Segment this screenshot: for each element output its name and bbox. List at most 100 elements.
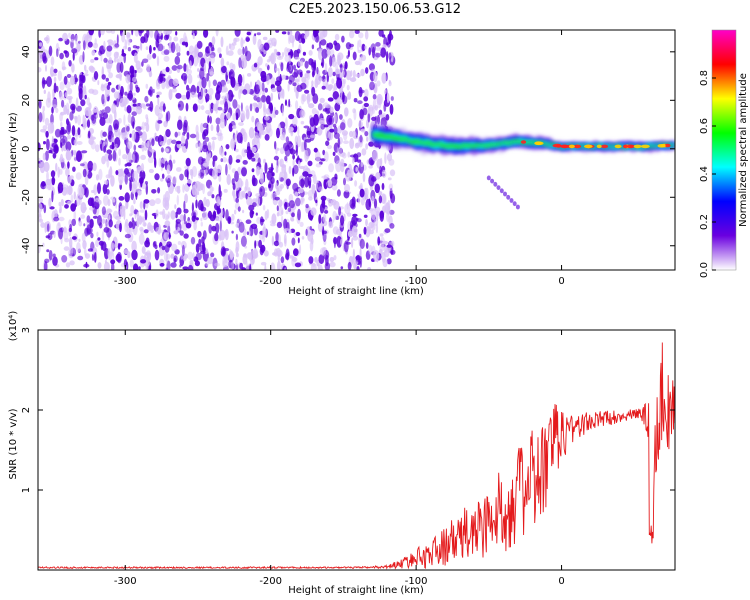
noise-speckle [171,65,178,71]
noise-speckle [231,213,235,221]
noise-speckle [176,185,181,189]
noise-speckle [175,219,178,231]
noise-speckle [57,222,61,227]
noise-speckle [141,141,145,152]
noise-speckle [294,135,299,146]
noise-speckle [355,142,361,147]
noise-speckle [129,213,133,217]
noise-speckle [46,54,51,59]
noise-speckle [286,64,291,73]
noise-speckle [140,36,146,44]
noise-speckle [240,37,244,49]
noise-speckle [276,221,283,229]
noise-speckle [42,52,47,63]
noise-speckle [224,101,229,113]
signal-hotspot [664,143,671,148]
signal-hotspot [555,144,562,148]
noise-speckle [324,151,329,163]
noise-speckle [71,106,76,114]
noise-speckle [340,215,345,226]
noise-speckle [334,33,340,41]
noise-speckle [146,30,150,39]
noise-speckle [147,106,153,111]
noise-speckle [45,235,51,239]
noise-speckle [282,131,286,139]
noise-speckle [212,79,218,87]
noise-speckle [93,71,99,80]
noise-speckle [251,115,255,123]
noise-speckle [232,125,237,130]
noise-speckle [273,106,277,119]
noise-speckle [207,87,214,96]
noise-speckle [82,51,85,63]
noise-speckle [125,74,131,84]
noise-speckle [78,238,81,242]
noise-speckle [129,80,133,93]
noise-speckle [285,210,289,215]
noise-speckle [276,147,280,151]
noise-speckle [336,77,343,89]
noise-speckle [274,190,281,196]
noise-speckle [283,228,290,231]
noise-speckle [68,60,72,67]
noise-speckle [310,262,317,270]
noise-speckle [208,79,211,88]
noise-speckle [327,97,334,102]
noise-speckle [53,231,56,238]
noise-speckle [294,262,302,268]
noise-speckle [132,103,137,107]
noise-speckle [276,76,283,83]
noise-speckle [240,235,247,247]
noise-speckle [69,186,72,195]
noise-speckle [369,81,375,91]
noise-speckle [107,251,113,261]
noise-speckle [340,266,344,270]
noise-speckle [140,259,147,264]
noise-speckle [135,126,142,132]
noise-speckle [270,92,274,101]
noise-speckle [256,32,261,36]
noise-speckle [43,204,47,214]
noise-speckle [38,99,42,109]
noise-speckle [101,109,105,115]
noise-speckle [232,113,237,121]
noise-speckle [336,189,341,197]
noise-speckle [38,49,44,55]
noise-speckle [132,45,137,49]
noise-speckle [388,33,392,45]
noise-speckle [187,125,190,132]
noise-speckle [215,222,220,234]
noise-speckle [384,152,387,164]
noise-speckle [38,112,43,123]
noise-speckle [60,121,63,128]
noise-speckle [191,211,197,218]
noise-speckle [352,51,357,61]
noise-speckle [200,105,205,111]
noise-speckle [129,259,134,268]
noise-speckle [118,148,122,156]
noise-speckle [238,57,242,69]
noise-speckle [71,48,78,54]
noise-speckle [326,114,333,126]
noise-speckle [75,34,78,45]
noise-speckle [203,62,206,73]
noise-speckle [112,150,117,162]
noise-speckle [97,80,100,86]
noise-speckle [343,240,349,253]
noise-speckle [315,151,321,163]
noise-speckle [311,107,317,115]
signal-hotspot [657,144,666,148]
noise-speckle [266,64,270,71]
noise-speckle [292,154,295,160]
noise-speckle [242,209,245,214]
noise-speckle [382,44,387,48]
snr-line-layer [38,342,675,570]
noise-speckle [127,113,132,123]
noise-speckle [180,254,184,260]
noise-speckle [375,42,381,47]
noise-speckle [129,179,132,192]
noise-speckle [365,67,369,74]
noise-speckle [106,84,111,90]
noise-speckle [70,194,74,203]
